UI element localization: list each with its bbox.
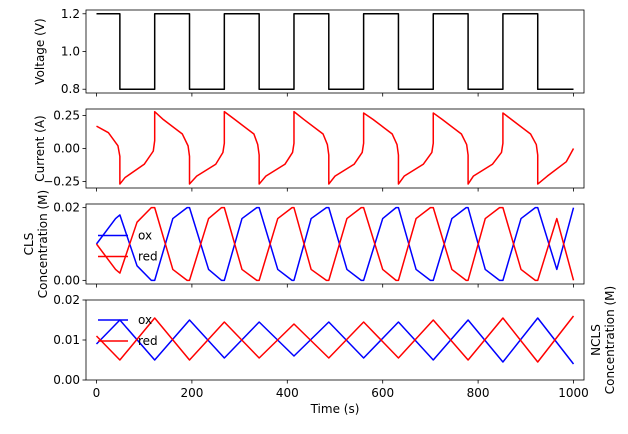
legend-label-red: red [138, 250, 158, 264]
x-tick-label: 200 [180, 386, 203, 400]
y-tick-label: 0.00 [53, 273, 80, 287]
legend-label-ox: ox [138, 313, 152, 327]
axes-frame [85, 203, 585, 285]
y-axis-label-line: NCLS [589, 324, 603, 356]
series-line-series-1 [96, 13, 574, 90]
series-line-red [95, 206, 575, 282]
series-line-ox [95, 317, 575, 365]
y-axis-label: Voltage (V) [33, 18, 47, 84]
y-tick-label: 0.8 [61, 82, 80, 96]
series-line-red [95, 315, 575, 363]
legend-label-red: red [138, 334, 158, 348]
y-tick-label: 0.01 [53, 333, 80, 347]
panel-1: 0.8 1.0 1.2 Voltage (V) [33, 7, 585, 97]
y-axis-label: Current (A) [33, 115, 47, 181]
legend-label-ox: ox [138, 229, 152, 243]
x-axis-label: Time (s) [310, 402, 360, 416]
y-tick-label: 0.25 [53, 109, 80, 123]
y-axis-label-line: Concentration (M) [36, 190, 50, 298]
panel-2: −0.25 0.00 0.25 Current (A) [33, 109, 585, 192]
y-axis-label-line: CLS [22, 233, 36, 256]
y-tick-label: 0.00 [53, 373, 80, 387]
series-line-ox [95, 206, 575, 282]
x-tick-label: 0 [93, 386, 101, 400]
y-axis-label-line: Voltage (V) [33, 18, 47, 84]
x-tick-label: 800 [467, 386, 490, 400]
y-tick-label: −0.25 [43, 174, 80, 188]
y-axis-label: CLSConcentration (M) [22, 190, 50, 298]
y-tick-label: 0.02 [53, 201, 80, 215]
y-tick-label: 0.00 [53, 142, 80, 156]
panel-4: 0.000.010.020 200 400 600 800 1000NCLSConcent… [53, 286, 617, 416]
y-tick-label: 1.2 [61, 7, 80, 21]
x-tick-label: 1000 [558, 386, 589, 400]
axes-frame [85, 299, 585, 381]
y-axis-label: NCLSConcentration (M) [589, 286, 617, 394]
y-axis-label-line: Current (A) [33, 115, 47, 181]
x-tick-label: 400 [276, 386, 299, 400]
y-tick-label: 0.02 [53, 293, 80, 307]
y-tick-label: 1.0 [61, 45, 80, 59]
y-axis-label-line: Concentration (M) [603, 286, 617, 394]
axes-frame [85, 9, 585, 94]
x-tick-label: 600 [371, 386, 394, 400]
series-line-series-1 [96, 110, 575, 185]
